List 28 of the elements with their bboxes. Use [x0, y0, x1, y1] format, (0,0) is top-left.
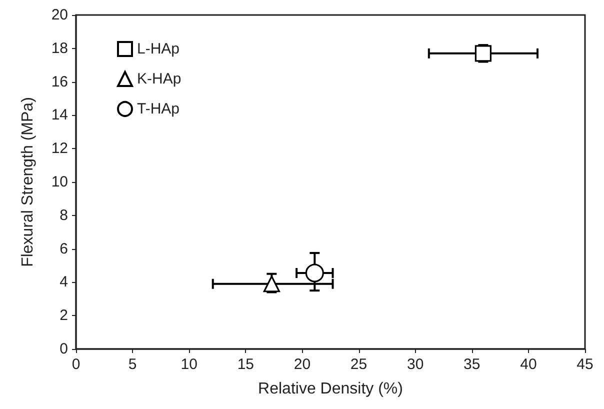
x-tick-label: 5: [128, 356, 137, 373]
y-tick-label: 8: [60, 206, 68, 224]
legend-label: L-HAp: [137, 40, 180, 58]
x-tick-label: 35: [464, 356, 480, 373]
x-tick-label: 25: [350, 356, 368, 373]
y-tick-label: 6: [60, 240, 68, 258]
y-axis-title: Flexural Strength (MPa): [20, 97, 36, 267]
y-tick-label: 4: [60, 274, 68, 291]
legend-label: K-HAp: [137, 70, 182, 88]
y-tick-label: 18: [51, 40, 68, 57]
x-tick-label: 15: [237, 356, 254, 373]
y-tick-label: 20: [51, 6, 68, 24]
y-tick-label: 10: [51, 174, 68, 190]
legend-label: T-HAp: [137, 100, 180, 118]
x-axis-title: Relative Density (%): [258, 380, 403, 398]
x-tick-label: 10: [180, 356, 198, 373]
x-tick-label: 0: [72, 356, 80, 373]
y-tick-label: 2: [60, 307, 68, 324]
x-tick-label: 30: [406, 356, 424, 373]
x-tick-label: 40: [520, 356, 537, 373]
x-tick-label: 20: [294, 356, 311, 373]
y-tick-label: 16: [51, 73, 68, 90]
x-tick-label: 45: [576, 356, 594, 373]
point: [305, 264, 324, 282]
y-tick-label: 12: [51, 140, 68, 158]
y-tick-label: 14: [51, 106, 68, 124]
y-tick-label: 0: [60, 340, 68, 358]
point: [263, 276, 280, 292]
